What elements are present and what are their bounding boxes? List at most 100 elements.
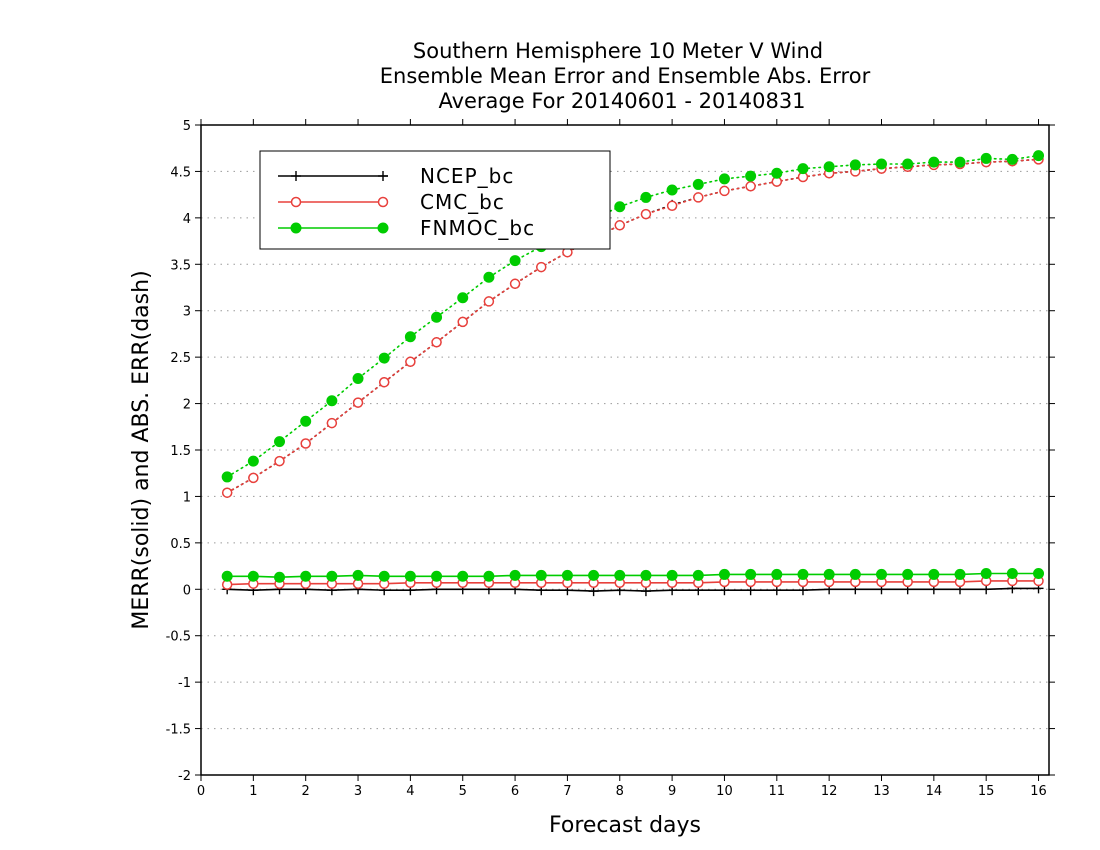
merr-point-fnmoc-bc xyxy=(954,568,966,580)
merr-point-fnmoc-bc xyxy=(640,569,652,581)
merr-point-fnmoc-bc xyxy=(326,570,338,582)
merr-point-fnmoc-bc xyxy=(457,570,469,582)
title-line-2: Ensemble Mean Error and Ensemble Abs. Er… xyxy=(380,64,871,88)
legend-item-fnmoc-bc: FNMOC_bc xyxy=(278,216,535,240)
legend-label-fnmoc-bc: FNMOC_bc xyxy=(420,216,535,240)
legend-marker-cmc-bc xyxy=(290,196,302,208)
abs-err-point-cmc-bc xyxy=(483,296,495,307)
abs-err-line-cmc-bc xyxy=(226,158,1040,494)
abs-err-point-fnmoc-bc xyxy=(692,178,704,190)
abs-err-point-cmc-bc xyxy=(666,200,678,212)
merr-point-fnmoc-bc xyxy=(1006,568,1018,579)
merr-point-fnmoc-bc xyxy=(902,568,914,580)
merr-point-fnmoc-bc xyxy=(300,570,312,582)
y-tick-label: 0.5 xyxy=(170,537,191,552)
x-axis-ticks: 0 1 2 3 4 5 6 7 8 9 10 11 12 13 14 15 16 xyxy=(197,119,1047,799)
merr-line-ncep-bc xyxy=(227,587,1039,592)
merr-point-fnmoc-bc xyxy=(718,568,730,580)
abs-err-point-fnmoc-bc xyxy=(1033,150,1045,162)
merr-point-fnmoc-bc xyxy=(431,570,443,582)
merr-point-fnmoc-bc xyxy=(1033,568,1045,579)
x-tick-label: 7 xyxy=(563,784,571,799)
title-line-1: Southern Hemisphere 10 Meter V Wind xyxy=(413,39,823,63)
y-tick-label: 3.5 xyxy=(170,258,191,273)
abs-err-point-fnmoc-bc xyxy=(614,201,626,213)
y-tick-label: -0.5 xyxy=(166,630,191,645)
abs-err-point-cmc-bc xyxy=(745,181,756,192)
abs-err-point-fnmoc-bc xyxy=(640,191,652,203)
abs-err-point-fnmoc-bc xyxy=(849,159,861,171)
y-tick-label: 3 xyxy=(183,305,191,320)
abs-err-point-cmc-bc xyxy=(378,376,390,388)
x-tick-label: 4 xyxy=(406,784,414,799)
x-tick-label: 3 xyxy=(354,784,362,799)
x-tick-label: 9 xyxy=(668,784,676,799)
merr-point-fnmoc-bc xyxy=(588,569,600,581)
y-axis-ticks: -2 -1.5 -1 -0.5 0 0.5 1 1.5 2 2.5 3 3.5 4 4.5 5 xyxy=(166,119,1055,784)
y-tick-label: 4.5 xyxy=(170,165,191,180)
y-tick-label: 1.5 xyxy=(170,444,191,459)
merr-point-fnmoc-bc xyxy=(797,568,809,580)
abs-err-point-fnmoc-bc xyxy=(666,184,678,196)
merr-point-fnmoc-bc xyxy=(561,569,573,581)
abs-err-point-fnmoc-bc xyxy=(745,170,757,182)
merr-point-fnmoc-bc xyxy=(247,570,259,582)
abs-err-point-fnmoc-bc xyxy=(221,471,233,483)
x-tick-label: 12 xyxy=(821,784,838,799)
abs-err-point-cmc-bc xyxy=(535,261,547,273)
abs-err-point-fnmoc-bc xyxy=(352,373,364,384)
abs-err-point-fnmoc-bc xyxy=(483,271,495,283)
y-tick-label: -2 xyxy=(178,769,191,784)
x-tick-label: 11 xyxy=(769,784,786,799)
abs-err-point-cmc-bc xyxy=(274,455,285,467)
legend-label-ncep-bc: NCEP_bc xyxy=(420,164,514,188)
abs-err-point-fnmoc-bc xyxy=(823,161,835,173)
abs-err-point-fnmoc-bc xyxy=(404,331,416,343)
abs-err-point-cmc-bc xyxy=(693,192,704,203)
abs-err-point-fnmoc-bc xyxy=(274,436,286,448)
x-tick-label: 1 xyxy=(249,784,257,799)
merr-point-fnmoc-bc xyxy=(745,568,757,580)
abs-err-point-cmc-bc xyxy=(221,487,233,498)
legend-item-cmc-bc: CMC_bc xyxy=(278,190,505,214)
abs-err-point-fnmoc-bc xyxy=(718,173,730,185)
abs-err-point-fnmoc-bc xyxy=(431,311,443,323)
legend-marker-fnmoc-bc xyxy=(290,222,302,234)
merr-point-fnmoc-bc xyxy=(849,568,861,580)
abs-err-point-fnmoc-bc xyxy=(902,158,914,170)
abs-err-point-fnmoc-bc xyxy=(1006,153,1018,165)
legend-marker-cmc-bc xyxy=(377,196,389,208)
chart-title: Southern Hemisphere 10 Meter V Wind Ense… xyxy=(380,39,871,113)
gridlines xyxy=(201,170,1049,730)
y-tick-label: 5 xyxy=(183,119,191,134)
merr-point-fnmoc-bc xyxy=(483,570,495,582)
merr-point-fnmoc-bc xyxy=(274,571,286,583)
abs-err-point-cmc-bc xyxy=(300,438,311,449)
abs-err-point-cmc-bc xyxy=(509,278,521,290)
abs-err-point-cmc-bc xyxy=(457,316,468,328)
x-tick-label: 6 xyxy=(511,784,519,799)
y-tick-label: 4 xyxy=(183,212,191,227)
x-tick-label: 8 xyxy=(616,784,624,799)
merr-point-fnmoc-bc xyxy=(352,569,364,581)
legend-label-cmc-bc: CMC_bc xyxy=(420,190,505,214)
x-tick-label: 16 xyxy=(1030,784,1047,799)
merr-point-fnmoc-bc xyxy=(666,569,678,581)
series-fnmoc-bc xyxy=(221,150,1045,583)
series-group xyxy=(221,150,1045,597)
abs-err-point-fnmoc-bc xyxy=(954,156,966,168)
abs-err-point-fnmoc-bc xyxy=(457,292,469,304)
merr-point-fnmoc-bc xyxy=(875,568,887,580)
legend-box xyxy=(259,150,611,250)
merr-point-fnmoc-bc xyxy=(614,569,626,581)
y-tick-label: 0 xyxy=(183,583,191,598)
merr-point-fnmoc-bc xyxy=(404,570,416,582)
abs-err-point-cmc-bc xyxy=(640,208,652,220)
y-tick-label: 2 xyxy=(183,398,191,413)
y-axis-label: MERR(solid) and ABS. ERR(dash) xyxy=(129,270,154,629)
y-tick-label: -1 xyxy=(178,676,191,691)
x-tick-label: 5 xyxy=(459,784,467,799)
abs-err-point-fnmoc-bc xyxy=(875,158,887,170)
